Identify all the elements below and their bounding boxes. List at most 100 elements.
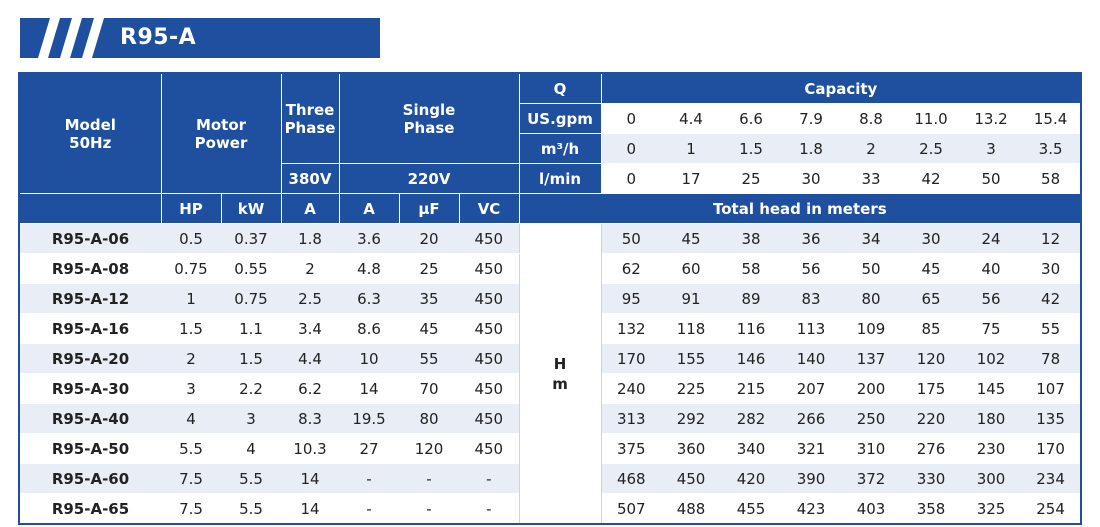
head-value-cell: 89 xyxy=(721,283,782,314)
kw-cell: 5.5 xyxy=(221,493,282,525)
head-value-cell: 120 xyxy=(901,343,962,374)
head-value-cell: 292 xyxy=(661,403,722,434)
kw-cell: 1.1 xyxy=(221,313,282,344)
amps-three-phase-cell: 2.5 xyxy=(281,283,340,314)
head-value-cell: 85 xyxy=(901,313,962,344)
head-value-cell: 60 xyxy=(661,253,722,284)
head-value-cell: 282 xyxy=(721,403,782,434)
unit-gpm: US.gpm xyxy=(518,103,602,134)
table-row: R95-A-08 0.75 0.55 2 4.8 25 450 62 60 58 56 50 45 40 3… xyxy=(19,253,1082,284)
capacitor-uf-cell: 80 xyxy=(399,403,460,434)
amps-single-phase-cell: 6.3 xyxy=(339,283,400,314)
unit-lmin: l/min xyxy=(518,163,602,194)
head-value-cell: 330 xyxy=(901,463,962,494)
capacity-m3h-value: 3.5 xyxy=(1021,133,1082,164)
table-row: R95-A-50 5.5 4 10.3 27 120 450 375 360 340 321 310 2… xyxy=(19,433,1082,464)
head-value-cell: 468 xyxy=(601,463,662,494)
table-row: R95-A-65 7.5 5.5 14- - -507 488 455 423 403 358 325… xyxy=(19,493,1082,525)
head-value-cell: 358 xyxy=(901,493,962,525)
head-value-cell: 56 xyxy=(781,253,842,284)
stripes-decoration-icon xyxy=(38,18,104,58)
head-value-cell: 80 xyxy=(841,283,902,314)
amps-single-phase-cell: 14 xyxy=(339,373,400,404)
amps-single-phase-cell: 10 xyxy=(339,343,400,374)
hp-cell: 5.5 xyxy=(161,433,221,464)
capacity-lmin-value: 33 xyxy=(841,163,902,194)
head-value-cell: 145 xyxy=(961,373,1022,404)
table-row: R95-A-60 7.5 5.5 14- - -468 450 420 390 372 330 300… xyxy=(19,463,1082,494)
amps-three-phase-cell: 3.4 xyxy=(281,313,340,344)
head-value-cell: 65 xyxy=(901,283,962,314)
table-row: R95-A-16 1.5 1.1 3.4 8.6 45 450 132 118 116 113 109… xyxy=(19,313,1082,344)
head-value-cell: 155 xyxy=(661,343,722,374)
hp-cell: 0.5 xyxy=(161,223,221,254)
capacity-lmin-value: 50 xyxy=(961,163,1022,194)
table-row: R95-A-40 4 3 8.3 19.5 80 450 313 292 282 266 250 220… xyxy=(19,403,1082,434)
amps-single-phase-cell: 27 xyxy=(339,433,400,464)
amps-single-phase-cell: - xyxy=(339,463,400,494)
head-value-cell: 12 xyxy=(1021,223,1082,254)
kw-cell: 3 xyxy=(221,403,282,434)
capacity-gpm-value: 13.2 xyxy=(961,103,1022,134)
header-capacity: Capacity xyxy=(600,72,1082,104)
kw-cell: 0.55 xyxy=(221,253,282,284)
capacity-lmin-value: 58 xyxy=(1021,163,1082,194)
head-value-cell: 132 xyxy=(601,313,662,344)
amps-three-phase-cell: 1.8 xyxy=(281,223,340,254)
header-motor-power: Motor Power xyxy=(160,72,282,194)
capacity-gpm-value: 11.0 xyxy=(901,103,962,134)
head-value-cell: 118 xyxy=(661,313,722,344)
head-value-cell: 423 xyxy=(781,493,842,525)
amps-three-phase-cell: 2 xyxy=(281,253,340,284)
header-a-single: A xyxy=(338,193,400,224)
head-value-cell: 403 xyxy=(841,493,902,525)
head-value-cell: 175 xyxy=(901,373,962,404)
head-value-cell: 234 xyxy=(1021,463,1082,494)
head-value-cell: 36 xyxy=(781,223,842,254)
model-cell: R95-A-16 xyxy=(19,313,161,344)
hp-cell: 7.5 xyxy=(161,463,221,494)
table-row: R95-A-12 1 0.75 2.5 6.3 35 450 95 91 89 83 80 65 56 42 xyxy=(19,283,1082,314)
hp-cell: 0.75 xyxy=(161,253,221,284)
model-cell: R95-A-12 xyxy=(19,283,161,314)
head-value-cell: 170 xyxy=(1021,433,1082,464)
head-value-cell: 240 xyxy=(601,373,662,404)
capacity-gpm-value: 15.4 xyxy=(1021,103,1082,134)
head-value-cell: 390 xyxy=(781,463,842,494)
header-vc: VC xyxy=(458,193,520,224)
head-value-cell: 360 xyxy=(661,433,722,464)
header-model: Model 50Hz xyxy=(18,72,162,194)
kw-cell: 2.2 xyxy=(221,373,282,404)
header-kw: kW xyxy=(220,193,282,224)
head-value-cell: 313 xyxy=(601,403,662,434)
head-value-cell: 250 xyxy=(841,403,902,434)
capacitor-uf-cell: 20 xyxy=(399,223,460,254)
model-cell: R95-A-50 xyxy=(19,433,161,464)
title-banner: R95-A xyxy=(20,18,380,58)
unit-m3h: m³/h xyxy=(518,133,602,164)
head-value-cell: 220 xyxy=(901,403,962,434)
head-value-cell: 200 xyxy=(841,373,902,404)
capacitor-uf-cell: 55 xyxy=(399,343,460,374)
capacitor-uf-cell: 45 xyxy=(399,313,460,344)
head-value-cell: 113 xyxy=(781,313,842,344)
header-total-head: Total head in meters xyxy=(518,193,1082,224)
head-value-cell: 24 xyxy=(961,223,1022,254)
header-380v: 380V xyxy=(280,163,340,194)
capacity-m3h-value: 0 xyxy=(601,133,662,164)
head-value-cell: 50 xyxy=(601,223,662,254)
head-value-cell: 455 xyxy=(721,493,782,525)
model-cell: R95-A-30 xyxy=(19,373,161,404)
capacity-m3h-value: 1 xyxy=(661,133,722,164)
model-cell: R95-A-08 xyxy=(19,253,161,284)
head-value-cell: 300 xyxy=(961,463,1022,494)
capacity-m3h-value: 1.5 xyxy=(721,133,782,164)
hp-cell: 7.5 xyxy=(161,493,221,525)
head-unit-m: m xyxy=(552,374,568,393)
head-value-cell: 215 xyxy=(721,373,782,404)
table-row: R95-A-20 2 1.5 4.4 10 55 450 170 155 146 140 137 120… xyxy=(19,343,1082,374)
kw-cell: 0.37 xyxy=(221,223,282,254)
hp-cell: 1.5 xyxy=(161,313,221,344)
capacity-lmin-value: 0 xyxy=(601,163,662,194)
